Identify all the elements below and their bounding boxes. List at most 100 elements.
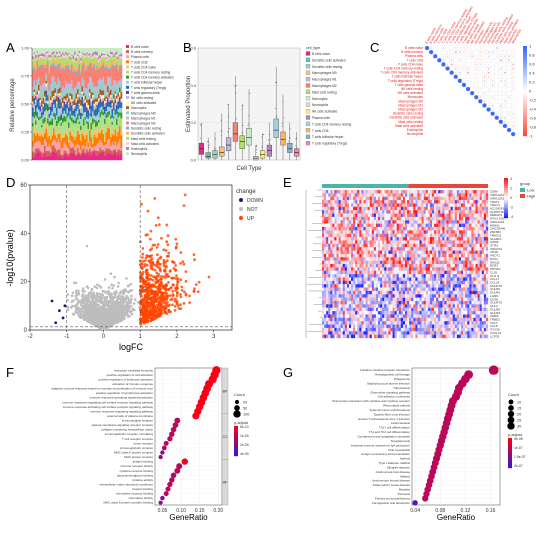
heat-cell: [458, 193, 462, 197]
heat-cell: [483, 220, 487, 224]
heat-cell: [392, 220, 395, 224]
point-not: [109, 272, 113, 276]
area-segment: [98, 70, 100, 81]
heat-cell: [402, 216, 406, 221]
area-segment: [59, 87, 61, 94]
heat-cell: [415, 193, 418, 197]
heat-cell: [477, 193, 480, 197]
heat-cell: [378, 220, 381, 224]
heat-cell: [425, 200, 428, 204]
area-segment: [39, 99, 42, 103]
legend-label: Plasma cells: [312, 116, 330, 120]
corr-circle: [475, 55, 477, 57]
area-segment: [116, 125, 118, 133]
area-segment: [60, 58, 63, 68]
heat-cell: [371, 206, 375, 211]
area-segment: [87, 54, 90, 56]
area-segment: [89, 64, 91, 77]
area-segment: [92, 111, 94, 119]
corr-circle: [504, 59, 506, 61]
legend-swatch: [126, 147, 129, 150]
area-segment: [32, 71, 34, 88]
heat-cell: [475, 213, 478, 218]
area-segment: [38, 151, 40, 161]
area-segment: [59, 149, 61, 156]
area-segment: [107, 75, 109, 81]
heat-cell: [458, 200, 462, 204]
heat-cell: [423, 210, 426, 214]
legend-swatch: [126, 45, 129, 48]
area-segment: [110, 62, 112, 69]
area-segment: [75, 71, 78, 75]
legend-label: Monocytes: [131, 106, 147, 110]
point-up: [194, 283, 198, 286]
corr-circle: [437, 58, 442, 63]
area-segment: [60, 54, 63, 58]
area-segment: [53, 90, 55, 97]
area-segment: [95, 137, 97, 147]
point-up: [158, 262, 162, 266]
corr-circle: [484, 59, 485, 61]
area-segment: [101, 79, 103, 83]
corr-cell: [506, 78, 512, 84]
point-not: [130, 294, 133, 298]
area-segment: [56, 84, 58, 92]
area-segment: [62, 54, 64, 58]
heat-cell: [425, 206, 428, 211]
point-up: [145, 263, 149, 267]
area-segment: [77, 69, 79, 74]
heat-cell: [463, 216, 466, 221]
area-segment: [113, 149, 115, 155]
area-segment: [96, 125, 99, 135]
area-segment: [84, 103, 87, 106]
area-segment: [45, 56, 48, 64]
area-segment: [116, 101, 118, 106]
point-not: [116, 285, 120, 288]
colorbar-segment: [523, 113, 527, 116]
area-segment: [108, 125, 111, 129]
area-segment: [48, 131, 51, 137]
heat-cell: [328, 223, 331, 228]
point-not: [91, 297, 94, 301]
area-segment: [32, 69, 34, 72]
panel-label-a: A: [6, 40, 15, 55]
heat-cell: [413, 216, 416, 221]
heat-cell: [396, 200, 399, 204]
area-segment: [50, 96, 52, 101]
point-not: [90, 311, 94, 315]
area-segment: [71, 94, 73, 100]
area-segment: [54, 135, 57, 141]
heat-cell: [463, 193, 466, 197]
area-segment: [89, 115, 91, 127]
heat-cell: [355, 190, 358, 194]
colorbar-segment: [523, 88, 527, 92]
area-segment: [35, 105, 37, 109]
legend-label: Macrophages M0: [131, 111, 156, 115]
heat-cell: [438, 200, 441, 204]
heat-cell: [485, 200, 489, 204]
area-segment: [39, 57, 42, 62]
point-not: [107, 289, 110, 293]
heat-cell: [365, 213, 368, 218]
heat-cell: [446, 196, 449, 201]
area-segment: [60, 138, 63, 142]
heat-cell: [413, 193, 416, 197]
point-not: [92, 317, 95, 321]
corr-circle: [463, 51, 465, 53]
area-segment: [86, 123, 88, 132]
heat-cell: [359, 190, 362, 194]
corr-circle: [450, 59, 453, 62]
heat-cell: [369, 193, 372, 197]
area-segment: [53, 104, 55, 114]
x-tick-label: 2: [175, 334, 179, 340]
box-outlier: [269, 138, 271, 140]
corr-circle: [508, 109, 510, 110]
area-segment: [50, 109, 52, 116]
area-segment: [57, 149, 60, 157]
corr-circle: [463, 47, 465, 49]
corr-circle: [449, 70, 454, 75]
heat-cell: [452, 193, 455, 197]
area-segment: [42, 97, 45, 104]
heat-cell: [402, 196, 406, 201]
area-segment: [90, 98, 93, 102]
